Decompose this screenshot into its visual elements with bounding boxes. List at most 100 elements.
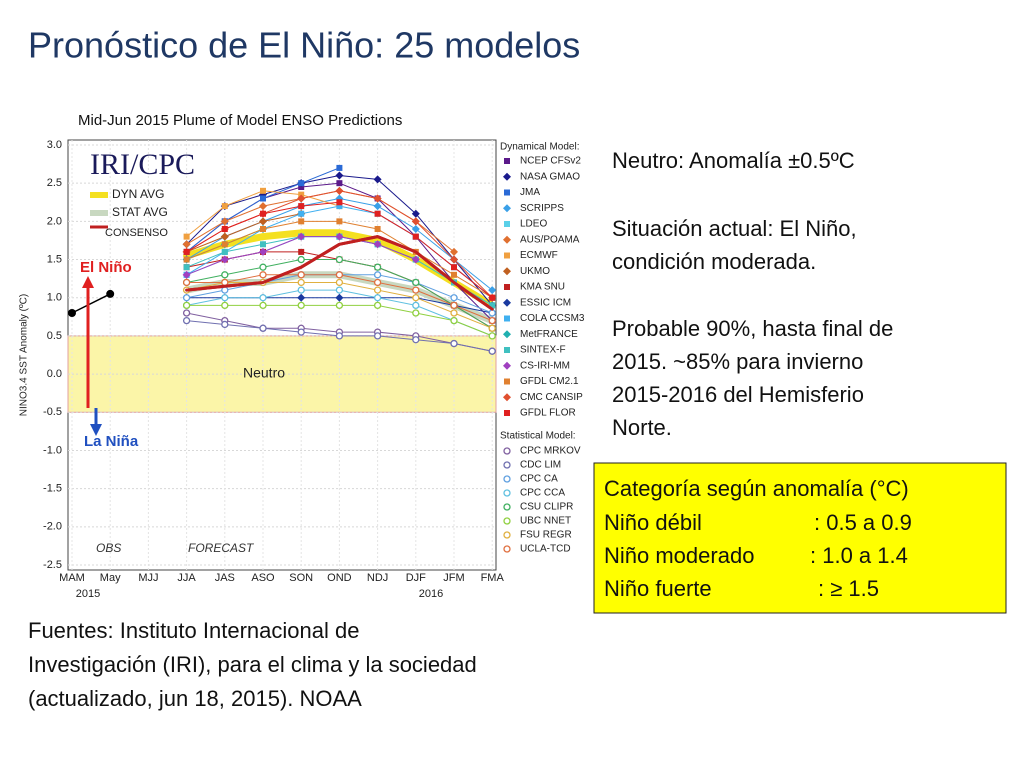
marker (503, 298, 511, 307)
y-tick-label: 0.0 (47, 368, 62, 380)
x-tick-label: SON (289, 572, 313, 584)
note-line: condición moderada. (612, 249, 816, 274)
y-tick-label: 3.0 (47, 139, 62, 151)
marker (504, 221, 510, 227)
marker (182, 278, 191, 287)
marker (220, 255, 229, 264)
model-line (186, 213, 302, 253)
marker (335, 286, 344, 294)
x-tick-label: May (100, 572, 121, 584)
legend-label: NCEP CFSv2 (520, 156, 581, 167)
marker (260, 210, 266, 217)
marker (411, 225, 420, 233)
marker (503, 172, 511, 181)
legend-label: CPC CA (520, 474, 558, 485)
legend-label: AUS/POAMA (520, 234, 580, 245)
note-line: Norte. (612, 415, 672, 440)
y-tick-label: -0.5 (43, 406, 62, 418)
marker (412, 294, 420, 302)
marker (373, 286, 382, 294)
marker (488, 316, 496, 325)
marker (297, 255, 305, 264)
marker (450, 255, 458, 264)
marker (221, 294, 229, 302)
marker (182, 309, 191, 317)
marker (373, 263, 382, 271)
legend-label: ECMWF (520, 250, 558, 261)
source-line: (actualizado, jun 18, 2015). NOAA (28, 686, 362, 711)
marker (488, 332, 496, 340)
marker (221, 248, 228, 255)
marker (297, 301, 305, 310)
legend-label: CMC CANSIP (520, 392, 583, 403)
note-line: 2015. ~85% para invierno (612, 349, 863, 374)
note-line: Probable 90%, hasta final de (612, 316, 893, 341)
marker (488, 324, 496, 332)
marker (221, 271, 229, 279)
la-nina-label: La Niña (84, 433, 139, 450)
legend-label: CPC MRKOV (520, 446, 581, 457)
marker (412, 233, 419, 240)
marker (68, 309, 76, 317)
marker (503, 204, 511, 213)
marker (297, 293, 306, 302)
marker (297, 286, 305, 294)
marker (298, 180, 305, 187)
forecast-label: FORECAST (188, 541, 255, 555)
arrow-head (82, 276, 94, 288)
box-title: Categoría según anomalía (°C) (604, 476, 909, 501)
marker (450, 247, 458, 256)
plot: 3.0 2.5 2.0 1.5 1.0 0.5 0.0 -0.5 -1.0 -1.5 -2.0 -2.… (43, 139, 504, 584)
marker (336, 180, 343, 187)
legend-label: CS-IRI-MM (520, 360, 570, 371)
year-label: 2015 (76, 588, 100, 600)
marker (260, 226, 266, 232)
legend-label: GFDL CM2.1 (520, 376, 579, 387)
marker (450, 294, 458, 302)
marker (297, 232, 306, 241)
consensus-line (185, 235, 494, 311)
marker (503, 393, 511, 402)
chart-title: Mid-Jun 2015 Plume of Model ENSO Predict… (78, 112, 402, 129)
marker (411, 217, 420, 226)
neutral-label: Neutro (243, 365, 285, 381)
marker (412, 336, 420, 344)
marker (298, 218, 305, 225)
marker (503, 503, 511, 511)
marker (335, 171, 344, 180)
marker (297, 328, 305, 336)
marker (504, 252, 510, 259)
marker (503, 267, 511, 276)
legend-label: CONSENSO (105, 227, 168, 239)
marker (335, 332, 344, 340)
legend-label: GFDL FLOR (520, 408, 576, 419)
marker (373, 278, 382, 287)
marker (411, 209, 420, 218)
marker (373, 271, 382, 279)
marker (221, 241, 228, 248)
legend-label: LDEO (520, 219, 547, 230)
box-value: : ≥ 1.5 (818, 576, 879, 601)
marker (373, 202, 382, 211)
marker (488, 347, 496, 355)
marker (504, 378, 510, 385)
marker (504, 284, 510, 290)
marker (297, 271, 305, 279)
marker (259, 294, 267, 302)
legend-label: STAT AVG (112, 205, 168, 219)
x-tick-label: JFM (443, 572, 464, 584)
marker (373, 294, 382, 302)
marker (335, 232, 344, 241)
marker (336, 218, 343, 225)
marker (336, 164, 343, 171)
marker (335, 271, 344, 279)
marker (183, 248, 190, 255)
marker (488, 309, 496, 317)
marker (182, 294, 191, 302)
legend-label: CDC LIM (520, 460, 561, 471)
marker (182, 316, 191, 325)
marker (503, 531, 511, 539)
marker (503, 545, 511, 553)
marker (259, 263, 267, 271)
marker (221, 226, 228, 232)
